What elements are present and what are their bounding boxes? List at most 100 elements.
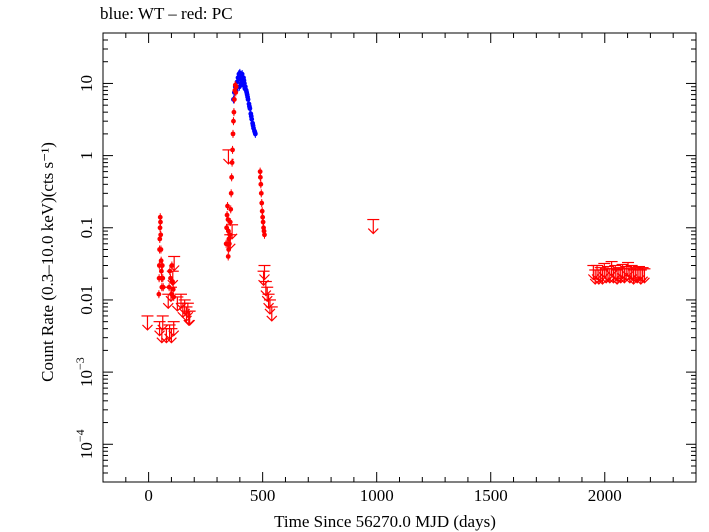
series-wt [231, 68, 258, 138]
data-point [225, 254, 231, 259]
upper-limit-head [224, 243, 236, 250]
y-tick-label-base: 10 [77, 442, 96, 459]
data-point [231, 109, 237, 115]
data-point [258, 190, 264, 196]
upper-limit-arrow [162, 293, 175, 310]
upper-limit-arrow [166, 270, 179, 287]
upper-limit-arrow [262, 293, 275, 310]
data-point [158, 219, 163, 225]
upper-limit-arrow [141, 315, 154, 331]
data-point [157, 236, 163, 242]
data-point [157, 214, 163, 220]
data-point [158, 258, 164, 264]
data-point [159, 263, 165, 268]
data-point [258, 181, 264, 187]
data-point [229, 174, 235, 180]
upper-limit-arrow [181, 302, 194, 319]
upper-limit-head [162, 302, 174, 310]
data-point [260, 219, 266, 225]
data-point [231, 118, 236, 124]
upper-limit-head [226, 233, 238, 240]
series-layer [141, 68, 651, 344]
data-point [245, 94, 251, 100]
y-tick-label: 10 [77, 75, 96, 92]
data-point [259, 200, 265, 206]
data-point [230, 131, 236, 137]
data-point [250, 123, 256, 129]
data-point [158, 247, 164, 252]
data-point [228, 190, 234, 196]
data-point [243, 87, 249, 93]
upper-limit-arrow [258, 264, 271, 281]
upper-limit-arrow [183, 310, 196, 326]
y-tick-label: 10−4 [73, 429, 96, 459]
upper-limit-arrow [259, 280, 272, 297]
upper-limit-head [223, 158, 234, 165]
data-point [224, 212, 230, 218]
data-point [233, 90, 239, 95]
upper-limit-head [168, 330, 180, 337]
data-point [227, 219, 233, 225]
x-tick-label: 2000 [588, 486, 622, 505]
data-point [252, 129, 258, 135]
upper-limit-head [165, 337, 177, 344]
data-point [156, 291, 162, 297]
series-pc-upper-limits [141, 149, 651, 344]
upper-limit-head [266, 315, 278, 322]
data-point [257, 169, 263, 175]
data-point [231, 97, 237, 102]
y-tick-label-base: 10 [77, 370, 96, 387]
y-tick-label: 0.1 [77, 217, 96, 238]
upper-limit-head [167, 279, 179, 287]
upper-limit-head [260, 290, 272, 297]
upper-limit-head [182, 311, 194, 319]
upper-limit-head [157, 324, 169, 331]
upper-limit-head [639, 277, 650, 284]
x-axis-title: Time Since 56270.0 MJD (days) [274, 512, 496, 531]
y-tick-label-base: 0.1 [77, 217, 96, 238]
x-tick-label: 1500 [474, 486, 508, 505]
data-point [247, 104, 252, 109]
upper-limit-arrow [168, 255, 181, 272]
data-point [262, 232, 267, 238]
chart-title: blue: WT – red: PC [100, 4, 233, 23]
upper-limit-arrow [226, 224, 239, 240]
upper-limit-head [168, 265, 180, 272]
data-point [239, 71, 245, 77]
x-tick-label: 1000 [360, 486, 394, 505]
data-point [157, 225, 163, 231]
upper-limit-arrow [156, 315, 169, 331]
data-point [158, 268, 164, 274]
y-tick-label-base: 0.01 [77, 285, 96, 315]
upper-limit-arrow [222, 149, 235, 165]
data-point [241, 78, 247, 83]
upper-limit-arrow [367, 218, 380, 235]
data-point [257, 174, 263, 180]
y-axis-title: Count Rate (0.3–10.0 keV)(cts s⁻¹) [38, 142, 57, 382]
x-tick-label: 500 [250, 486, 276, 505]
data-point [160, 275, 166, 281]
upper-limit-arrow [165, 328, 178, 344]
upper-limit-head [261, 295, 273, 303]
y-tick-label: 0.01 [77, 285, 96, 315]
upper-limit-head [184, 319, 196, 326]
upper-limit-arrow [638, 268, 651, 284]
y-tick-label-exponent: −3 [73, 357, 87, 370]
upper-limit-head [183, 319, 195, 326]
upper-limit-head [154, 330, 165, 337]
data-point [160, 284, 166, 290]
upper-limit-arrow [265, 306, 278, 322]
data-point [248, 113, 254, 119]
data-point [228, 206, 234, 212]
data-point [233, 84, 239, 90]
data-point [260, 214, 266, 220]
upper-limit-head [259, 274, 270, 281]
data-point [170, 286, 176, 292]
y-tick-label: 1 [77, 151, 96, 160]
data-point [225, 203, 230, 209]
upper-limit-head [264, 308, 276, 315]
data-point [237, 76, 243, 82]
upper-limit-arrow [164, 286, 177, 303]
